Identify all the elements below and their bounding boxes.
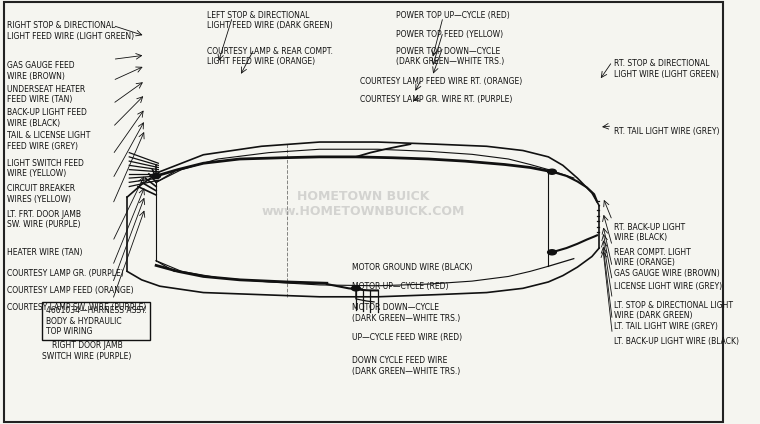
Text: RT. BACK-UP LIGHT
WIRE (BLACK): RT. BACK-UP LIGHT WIRE (BLACK) [614,223,685,242]
Text: COURTESY LAMP FEED WIRE RT. (ORANGE): COURTESY LAMP FEED WIRE RT. (ORANGE) [359,77,522,86]
Circle shape [152,173,160,179]
Text: LICENSE LIGHT WIRE (GREY): LICENSE LIGHT WIRE (GREY) [614,282,722,291]
Text: COURTESY LAMP GR. (PURPLE): COURTESY LAMP GR. (PURPLE) [8,269,124,278]
Text: LT. BACK-UP LIGHT WIRE (BLACK): LT. BACK-UP LIGHT WIRE (BLACK) [614,337,739,346]
Text: COURTESY LAMP FEED (ORANGE): COURTESY LAMP FEED (ORANGE) [8,286,134,295]
Text: UNDERSEAT HEATER
FEED WIRE (TAN): UNDERSEAT HEATER FEED WIRE (TAN) [8,85,86,104]
Text: LIGHT SWITCH FEED
WIRE (YELLOW): LIGHT SWITCH FEED WIRE (YELLOW) [8,159,84,179]
Text: RT. STOP & DIRECTIONAL
LIGHT WIRE (LIGHT GREEN): RT. STOP & DIRECTIONAL LIGHT WIRE (LIGHT… [614,59,719,79]
Text: MOTOR DOWN—CYCLE
(DARK GREEN—WHITE TRS.): MOTOR DOWN—CYCLE (DARK GREEN—WHITE TRS.) [352,303,461,323]
Text: RT. TAIL LIGHT WIRE (GREY): RT. TAIL LIGHT WIRE (GREY) [614,127,719,136]
Text: RIGHT STOP & DIRECTIONAL
LIGHT FEED WIRE (LIGHT GREEN): RIGHT STOP & DIRECTIONAL LIGHT FEED WIRE… [8,21,135,41]
Text: GAS GAUGE FEED
WIRE (BROWN): GAS GAUGE FEED WIRE (BROWN) [8,61,75,81]
Text: REAR COMPT. LIGHT
WIRE (ORANGE): REAR COMPT. LIGHT WIRE (ORANGE) [614,248,691,268]
Text: DOWN CYCLE FEED WIRE
(DARK GREEN—WHITE TRS.): DOWN CYCLE FEED WIRE (DARK GREEN—WHITE T… [352,356,461,376]
Text: LT. STOP & DIRECTIONAL LIGHT
WIRE (DARK GREEN): LT. STOP & DIRECTIONAL LIGHT WIRE (DARK … [614,301,733,321]
Text: POWER TOP DOWN—CYCLE
(DARK GREEN—WHITE TRS.): POWER TOP DOWN—CYCLE (DARK GREEN—WHITE T… [396,47,504,66]
Text: POWER TOP FEED (YELLOW): POWER TOP FEED (YELLOW) [396,30,503,39]
Text: COURTESY LAMP & REAR COMPT.
LIGHT FEED WIRE (ORANGE): COURTESY LAMP & REAR COMPT. LIGHT FEED W… [207,47,333,66]
Text: COURTESY LAMP SW. WIRE (PURPLE): COURTESY LAMP SW. WIRE (PURPLE) [8,303,147,312]
Text: POWER TOP UP—CYCLE (RED): POWER TOP UP—CYCLE (RED) [396,11,510,20]
Text: LT. FRT. DOOR JAMB
SW. WIRE (PURPLE): LT. FRT. DOOR JAMB SW. WIRE (PURPLE) [8,210,81,229]
Text: BACK-UP LIGHT FEED
WIRE (BLACK): BACK-UP LIGHT FEED WIRE (BLACK) [8,108,87,128]
Text: HOMETOWN BUICK
www.HOMETOWNBUICK.COM: HOMETOWN BUICK www.HOMETOWNBUICK.COM [261,190,465,218]
Text: 4661034—HARNESS ASSY.
BODY & HYDRAULIC
TOP WIRING: 4661034—HARNESS ASSY. BODY & HYDRAULIC T… [46,306,147,336]
Text: MOTOR GROUND WIRE (BLACK): MOTOR GROUND WIRE (BLACK) [352,263,473,272]
Circle shape [548,250,556,255]
Text: CIRCUIT BREAKER
WIRES (YELLOW): CIRCUIT BREAKER WIRES (YELLOW) [8,184,75,204]
Text: LT. TAIL LIGHT WIRE (GREY): LT. TAIL LIGHT WIRE (GREY) [614,322,717,331]
Circle shape [352,286,360,291]
Text: LEFT STOP & DIRECTIONAL
LIGHT FEED WIRE (DARK GREEN): LEFT STOP & DIRECTIONAL LIGHT FEED WIRE … [207,11,333,30]
Text: RIGHT DOOR JAMB
SWITCH WIRE (PURPLE): RIGHT DOOR JAMB SWITCH WIRE (PURPLE) [43,341,131,361]
Text: HEATER WIRE (TAN): HEATER WIRE (TAN) [8,248,83,257]
Text: MOTOR UP—CYCLE (RED): MOTOR UP—CYCLE (RED) [352,282,448,291]
Text: TAIL & LICENSE LIGHT
FEED WIRE (GREY): TAIL & LICENSE LIGHT FEED WIRE (GREY) [8,131,90,151]
Circle shape [548,169,556,174]
Text: COURTESY LAMP GR. WIRE RT. (PURPLE): COURTESY LAMP GR. WIRE RT. (PURPLE) [359,95,512,104]
Text: UP—CYCLE FEED WIRE (RED): UP—CYCLE FEED WIRE (RED) [352,333,462,342]
Text: GAS GAUGE WIRE (BROWN): GAS GAUGE WIRE (BROWN) [614,269,720,278]
